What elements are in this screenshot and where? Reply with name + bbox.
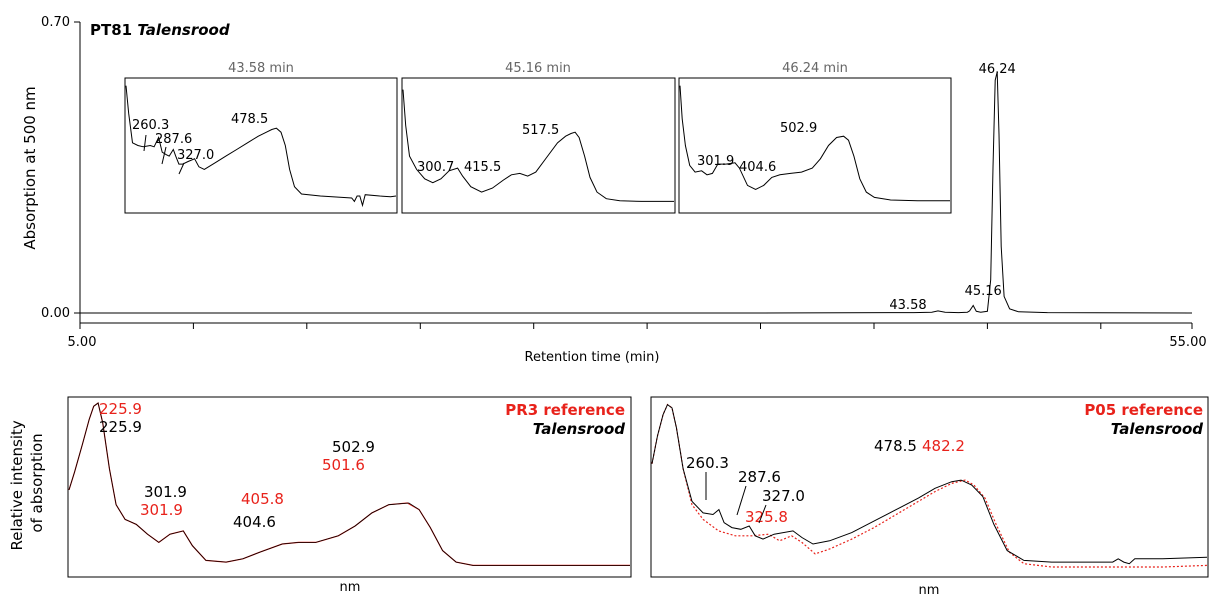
peak-label: 260.3 (132, 118, 169, 133)
peak-label: 225.9 (99, 418, 142, 436)
inset-title: 45.16 min (505, 61, 571, 76)
peak-label: 260.3 (686, 454, 729, 472)
chromatogram-title-sample: PT81 (90, 21, 132, 39)
spectrum-peak-labels: 225.9 225.9 301.9 301.9 404.6 405.8 502.… (99, 400, 375, 531)
peak-label: 404.6 (739, 160, 776, 175)
inset-frame (401, 77, 676, 214)
legend-reference: PR3 reference (505, 401, 625, 419)
chromatogram-title-name: Talensrood (137, 21, 230, 39)
inset-spectrum-46-24: 46.24 min 301.9 404.6 502.9 (678, 61, 952, 214)
chromatogram-panel: 0.70 0.00 5.00 55.00 Retention time (min… (21, 15, 1207, 365)
peak-label: 287.6 (155, 132, 192, 147)
spectrum-sample-trace (651, 403, 1208, 565)
inset-title: 46.24 min (782, 61, 848, 76)
peak-label: 501.6 (322, 456, 365, 474)
legend-sample: Talensrood (533, 420, 626, 438)
spectrum-x-label: nm (919, 583, 940, 596)
x-tick-label-start: 5.00 (68, 335, 97, 350)
peak-label: 517.5 (522, 123, 559, 138)
spectrum-y-label: Relative intensity of absorption (8, 415, 46, 550)
spectrum-x-label: nm (340, 580, 361, 595)
inset-title: 43.58 min (228, 61, 294, 76)
spectrum-peak-labels: 260.3 287.6 327.0 325.8 478.5 482.2 (686, 437, 965, 526)
peak-label: 287.6 (738, 468, 781, 486)
inset-frame (678, 77, 952, 214)
inset-spectrum-trace (125, 85, 397, 208)
peak-label: 405.8 (241, 490, 284, 508)
chromatogram-y-label: Absorption at 500 nm (21, 86, 39, 249)
chromatogram-peak-label: 45.16 (965, 284, 1002, 299)
peak-leader-line (161, 146, 167, 165)
chromatogram-peak-label: 46.24 (979, 62, 1016, 77)
peak-label: 478.5 (874, 437, 917, 455)
peak-label: 325.8 (745, 508, 788, 526)
peak-leader-line (736, 485, 747, 516)
peak-leader-line (178, 162, 185, 175)
chromatogram-minor-ticks (192, 323, 1102, 329)
chromatogram-peak-label: 43.58 (889, 298, 926, 313)
inset-peak-labels: 260.3 287.6 327.0 478.5 (132, 112, 268, 175)
spectrum-panel-p05: nm P05 reference Talensrood 260.3 287.6 … (650, 396, 1209, 596)
chromatogram-trace (80, 71, 1193, 314)
chromatogram-x-label: Retention time (min) (525, 350, 660, 365)
peak-label: 301.9 (697, 154, 734, 169)
peak-label: 478.5 (231, 112, 268, 127)
peak-leader-line (143, 134, 147, 152)
peak-label: 404.6 (233, 513, 276, 531)
inset-spectrum-trace (402, 89, 674, 202)
spectrum-frame (67, 396, 632, 578)
peak-label: 502.9 (780, 121, 817, 136)
inset-spectrum-45-16: 45.16 min 300.7 415.5 517.5 (401, 61, 676, 214)
inset-peak-labels: 301.9 404.6 502.9 (697, 121, 817, 175)
peak-label: 301.9 (144, 483, 187, 501)
spectrum-sample-trace (68, 402, 630, 566)
peak-label: 502.9 (332, 438, 375, 456)
peak-label: 301.9 (140, 501, 183, 519)
peak-label: 300.7 (417, 160, 454, 175)
chromatogram-title: PT81 Talensrood (90, 21, 230, 39)
peak-label: 415.5 (464, 160, 501, 175)
inset-spectrum-trace (679, 85, 950, 202)
peak-label: 327.0 (177, 148, 214, 163)
x-tick-label-end: 55.00 (1169, 335, 1206, 350)
y-tick-label-zero: 0.00 (41, 306, 70, 321)
inset-frame (124, 77, 398, 214)
spectrum-y-label-line-1: Relative intensity (8, 420, 26, 550)
peak-leader-line (758, 504, 767, 524)
legend-reference: P05 reference (1084, 401, 1203, 419)
peak-label: 482.2 (922, 437, 965, 455)
chromatogram-peak-labels: 43.58 45.16 46.24 (889, 62, 1015, 313)
spectrum-frame (650, 396, 1209, 578)
legend-sample: Talensrood (1111, 420, 1204, 438)
peak-label: 225.9 (99, 400, 142, 418)
peak-label: 327.0 (762, 487, 805, 505)
y-tick-label-top: 0.70 (41, 15, 70, 30)
spectrum-reference-trace (651, 403, 1208, 568)
spectrum-y-label-line-2: of absorption (28, 433, 46, 532)
inset-spectrum-43-58: 43.58 min 260.3 287.6 327.0 478.5 (124, 61, 398, 214)
spectrum-panel-pr3: Relative intensity of absorption nm PR3 … (8, 396, 632, 595)
inset-peak-labels: 300.7 415.5 517.5 (417, 123, 559, 175)
